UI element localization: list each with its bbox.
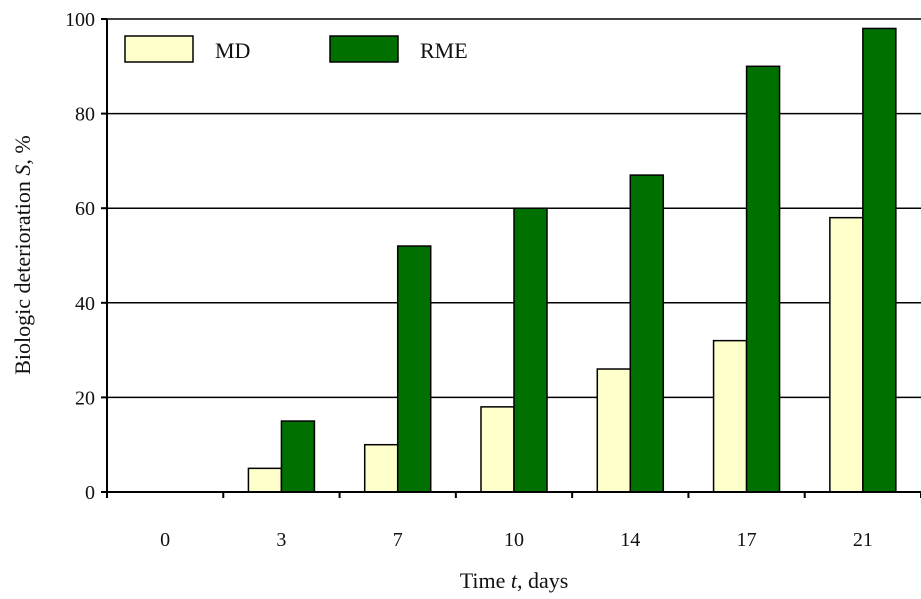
y-tick-label: 20: [75, 387, 95, 409]
y-tick-label: 0: [85, 482, 95, 504]
x-ticks: 0 3 7 10 14 17 21: [106, 492, 921, 551]
x-tick-label: 17: [737, 529, 757, 551]
bar-rme-17: [745, 65, 781, 493]
bar-md-3: [247, 467, 283, 493]
legend-swatch-md: [124, 35, 194, 63]
legend: MD RME: [124, 35, 468, 63]
bar-md-14: [596, 368, 632, 493]
legend-label-rme: RME: [420, 38, 468, 63]
y-tick-label: 80: [75, 104, 95, 126]
bars: [247, 27, 897, 493]
x-axis-title: Time t, days: [460, 568, 569, 593]
bar-md-21: [829, 216, 864, 493]
y-tick-label: 40: [75, 293, 95, 315]
x-tick-label: 7: [393, 529, 403, 551]
axes: [106, 19, 921, 493]
bar-md-17: [712, 339, 748, 493]
y-ticks: 0 20 40 60 80 100: [65, 9, 107, 504]
x-tick-label: 10: [504, 529, 524, 551]
bar-rme-14: [629, 174, 665, 493]
x-tick-label: 14: [620, 529, 640, 551]
x-tick-label: 21: [853, 529, 873, 551]
bar-rme-21: [862, 27, 897, 493]
bar-rme-3: [280, 420, 316, 493]
legend-swatch-rme: [329, 35, 399, 63]
x-tick-label: 0: [160, 529, 170, 551]
bar-md-7: [363, 443, 399, 493]
y-tick-label: 100: [65, 9, 95, 31]
legend-label-md: MD: [215, 38, 250, 63]
bar-md-10: [480, 406, 515, 493]
bar-rme-10: [513, 207, 548, 493]
bar-rme-7: [396, 245, 432, 493]
y-axis-title: Biologic deterioration S, %: [10, 135, 35, 375]
x-tick-label: 3: [276, 529, 286, 551]
y-tick-label: 60: [75, 198, 95, 220]
